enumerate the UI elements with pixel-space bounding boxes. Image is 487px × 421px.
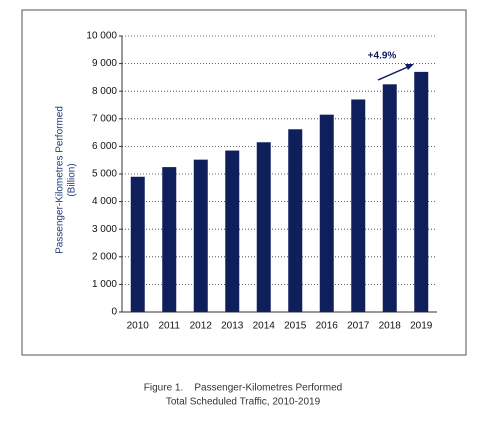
x-tick-label: 2013: [221, 321, 244, 332]
y-label-line: (Billion): [67, 163, 78, 196]
y-tick-label: 4 000: [92, 196, 117, 207]
x-tick-label: 2018: [379, 321, 402, 332]
bar: [414, 71, 429, 312]
bar: [288, 129, 303, 312]
y-tick-label: 9 000: [92, 58, 117, 69]
chart-frame: [21, 9, 467, 356]
x-tick-label: 2017: [347, 321, 370, 332]
bar: [351, 99, 366, 312]
y-tick-label: 3 000: [92, 224, 117, 235]
x-tick-label: 2016: [316, 321, 339, 332]
bar: [382, 84, 397, 312]
y-tick-label: 10 000: [86, 31, 117, 42]
x-tick-label: 2015: [284, 321, 307, 332]
y-tick-label: 6 000: [92, 141, 117, 152]
x-tick-label: 2011: [158, 321, 180, 332]
bar: [193, 159, 208, 312]
y-label: Passenger-Kilometres Performed (Billion): [55, 106, 78, 254]
bar: [130, 176, 145, 312]
bar: [225, 150, 240, 312]
caption-line: Figure 1. Passenger-Kilometres Performed: [144, 383, 342, 394]
annotation: +4.9%: [368, 51, 397, 62]
y-label-line: Passenger-Kilometres Performed: [55, 106, 66, 254]
annotation-arrowhead: [405, 64, 414, 70]
x-tick-label: 2014: [253, 321, 276, 332]
x-tick-label: 2012: [190, 321, 213, 332]
y-tick-label: 2 000: [92, 251, 117, 262]
y-tick-label: 1 000: [92, 279, 117, 290]
x-tick-label: 2010: [127, 321, 150, 332]
x-tick-label: 2019: [410, 321, 433, 332]
bar: [256, 142, 271, 312]
bar: [162, 167, 177, 312]
y-tick-label: 8 000: [92, 86, 117, 97]
annotation-arrow: [377, 65, 411, 81]
y-tick-label: 7 000: [92, 113, 117, 124]
y-tick-label: 0: [111, 307, 117, 318]
y-tick-label: 5 000: [92, 169, 117, 180]
bar: [319, 114, 334, 312]
caption-line: Total Scheduled Traffic, 2010-2019: [166, 397, 321, 408]
